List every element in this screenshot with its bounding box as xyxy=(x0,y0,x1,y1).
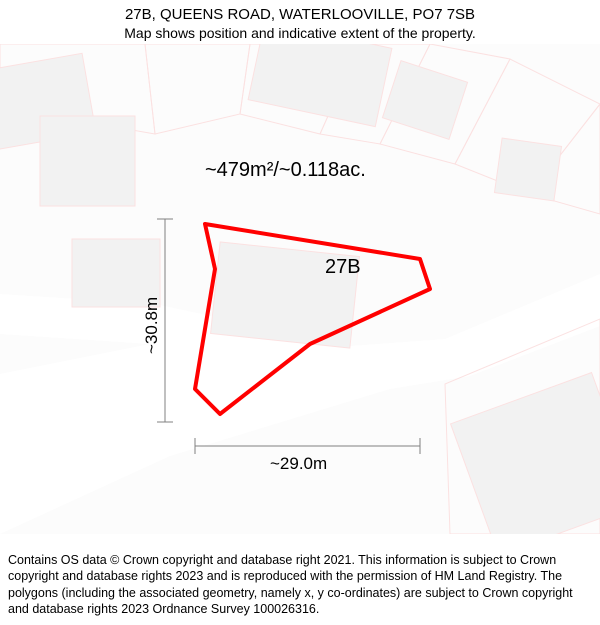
height-dimension-label: ~30.8m xyxy=(142,297,162,354)
page-title: 27B, QUEENS ROAD, WATERLOOVILLE, PO7 7SB xyxy=(0,6,600,23)
page-container: 27B, QUEENS ROAD, WATERLOOVILLE, PO7 7SB… xyxy=(0,0,600,625)
width-dimension-label: ~29.0m xyxy=(270,454,327,474)
map-area: ~479m²/~0.118ac. 27B ~30.8m ~29.0m xyxy=(0,44,600,534)
page-subtitle: Map shows position and indicative extent… xyxy=(0,25,600,41)
header: 27B, QUEENS ROAD, WATERLOOVILLE, PO7 7SB… xyxy=(0,0,600,41)
copyright-footer: Contains OS data © Crown copyright and d… xyxy=(0,546,600,625)
plot-label: 27B xyxy=(325,256,361,279)
area-label: ~479m²/~0.118ac. xyxy=(205,159,366,182)
